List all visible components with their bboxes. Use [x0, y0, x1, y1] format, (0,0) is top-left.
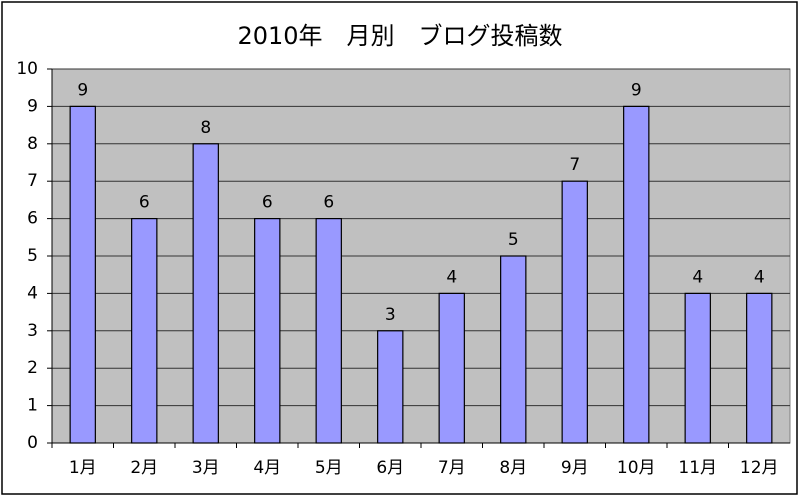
y-tick-label: 8: [27, 134, 38, 154]
x-tick-label: 4月: [253, 458, 281, 478]
x-tick-label: 9月: [561, 458, 589, 478]
x-tick-label: 6月: [376, 458, 404, 478]
data-label: 6: [323, 193, 334, 213]
bar: [69, 105, 96, 444]
y-tick-label: 9: [27, 96, 38, 116]
data-label: 5: [508, 230, 519, 250]
y-tick-label: 7: [27, 171, 38, 191]
x-tick-label: 8月: [499, 458, 527, 478]
data-label: 6: [262, 193, 273, 213]
data-label: 9: [631, 80, 642, 100]
data-label: 4: [692, 267, 703, 287]
y-tick-label: 5: [27, 246, 38, 266]
x-tick-label: 3月: [192, 458, 220, 478]
bar: [561, 180, 588, 444]
data-label: 8: [200, 118, 211, 138]
data-label: 7: [569, 155, 580, 175]
y-tick-label: 2: [27, 358, 38, 378]
y-tick-label: 1: [27, 396, 38, 416]
bar: [254, 218, 281, 444]
bar: [377, 330, 404, 444]
bar: [623, 105, 650, 444]
bar: [315, 218, 342, 444]
bar: [500, 255, 527, 444]
bar: [131, 218, 158, 444]
x-tick-label: 10月: [617, 458, 656, 478]
x-tick-label: 1月: [69, 458, 97, 478]
x-tick-label: 11月: [678, 458, 717, 478]
y-tick-label: 4: [27, 283, 38, 303]
y-tick-label: 6: [27, 209, 38, 229]
data-label: 6: [139, 193, 150, 213]
data-label: 4: [754, 267, 765, 287]
bar: [438, 292, 465, 444]
x-tick-label: 2月: [130, 458, 158, 478]
y-tick-label: 3: [27, 321, 38, 341]
y-tick-label: 0: [27, 433, 38, 453]
x-tick-label: 7月: [438, 458, 466, 478]
chart-title: 2010年 月別 ブログ投稿数: [237, 22, 562, 50]
bar: [192, 143, 219, 444]
x-tick-label: 5月: [315, 458, 343, 478]
y-tick-label: 10: [16, 59, 38, 79]
bar: [684, 292, 711, 444]
x-tick-label: 12月: [740, 458, 779, 478]
data-label: 4: [446, 267, 457, 287]
data-label: 9: [77, 80, 88, 100]
bar: [746, 292, 773, 444]
data-label: 3: [385, 305, 396, 325]
